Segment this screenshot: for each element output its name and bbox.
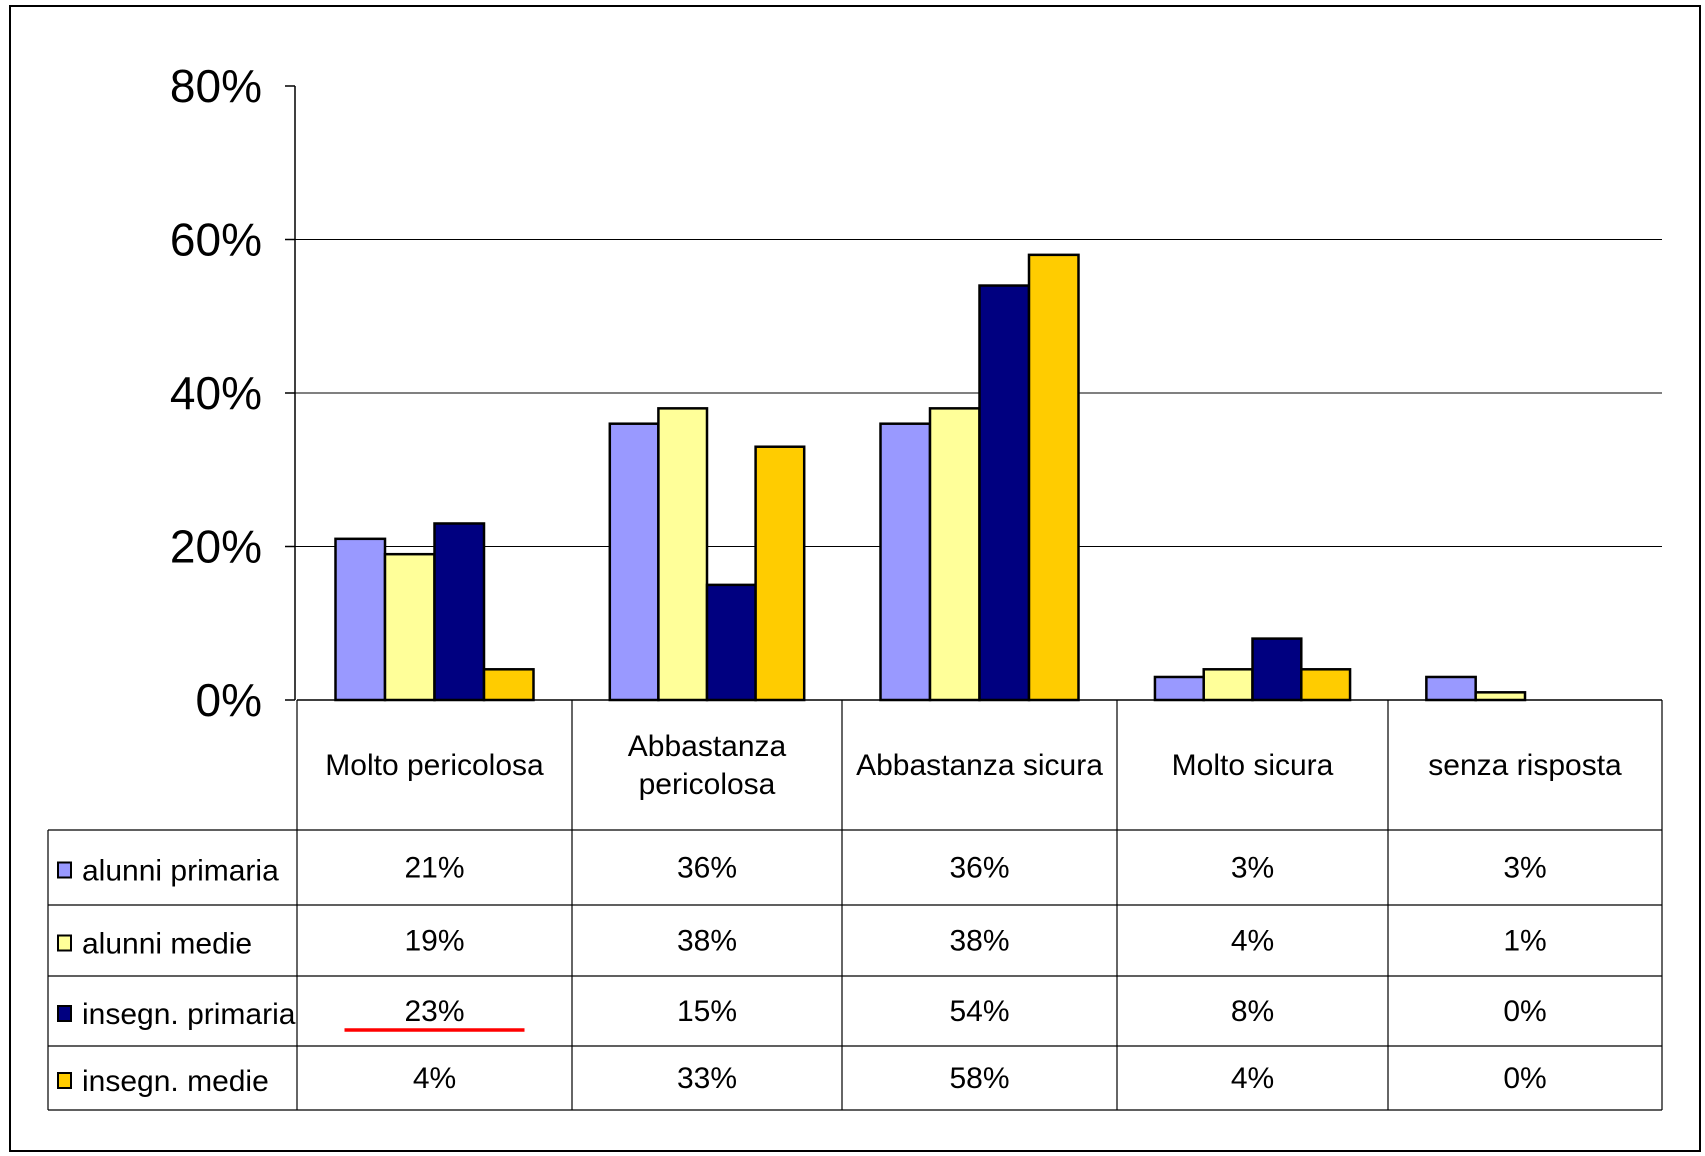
bar-alunni-primaria-abbastanza-sicura (879, 422, 932, 702)
y-axis: 0% 20% 40% 60% 80% (170, 60, 296, 726)
value-insegn-medie-2: 58% (949, 1062, 1009, 1095)
y-tick-label-20: 20% (170, 521, 262, 573)
category-label: Molto pericolosa (325, 749, 544, 782)
bar-alunni-medie-molto-sicura (1202, 668, 1254, 702)
bar-alunni-medie-senza-risposta (1474, 691, 1527, 702)
bar-insegn-medie-molto-sicura (1300, 668, 1352, 702)
value-alunni-primaria-2: 36% (949, 852, 1009, 885)
bar-insegn-primaria-molto-pericolosa (433, 522, 486, 702)
category-label: senza risposta (1428, 749, 1622, 782)
value-insegn-medie-1: 33% (677, 1062, 737, 1095)
bar-insegn-primaria-abbastanza-sicura (978, 284, 1031, 702)
category-label: pericolosa (639, 768, 776, 801)
bar-insegn-medie-molto-pericolosa (482, 668, 535, 702)
legend-key-insegn-medie (57, 1072, 72, 1089)
y-tick-label-80: 80% (170, 60, 262, 112)
category-label: Abbastanza (628, 730, 787, 763)
value-insegn-primaria-4: 0% (1503, 995, 1546, 1028)
value-insegn-medie-3: 4% (1231, 1062, 1274, 1095)
chart-border (9, 5, 1701, 1152)
category-label: Abbastanza sicura (856, 749, 1103, 782)
bar-alunni-medie-abbastanza-pericolosa (657, 407, 709, 702)
value-insegn-primaria-2: 54% (949, 995, 1009, 1028)
y-tick-label-0: 0% (196, 674, 262, 726)
bar-insegn-medie-abbastanza-pericolosa (754, 445, 806, 702)
value-insegn-medie-4: 0% (1503, 1062, 1546, 1095)
bar-alunni-primaria-senza-risposta (1425, 675, 1477, 702)
bar-insegn-medie-abbastanza-sicura (1027, 253, 1080, 702)
legend-key-alunni-medie (57, 934, 72, 952)
y-tick-label-60: 60% (170, 214, 262, 266)
bar-alunni-primaria-molto-sicura (1153, 675, 1205, 702)
value-alunni-medie-2: 38% (949, 925, 1009, 958)
value-alunni-primaria-4: 3% (1503, 852, 1546, 885)
legend-label-alunni-medie: alunni medie (82, 928, 252, 961)
value-alunni-medie-4: 1% (1503, 925, 1546, 958)
value-alunni-medie-3: 4% (1231, 925, 1274, 958)
bar-insegn-primaria-molto-sicura (1251, 637, 1303, 702)
value-insegn-medie-0: 4% (413, 1062, 456, 1095)
bar-alunni-primaria-molto-pericolosa (334, 537, 387, 702)
category-label: Molto sicura (1172, 749, 1334, 782)
value-alunni-primaria-1: 36% (677, 852, 737, 885)
legend-key-alunni-primaria (57, 861, 72, 879)
y-tick-label-40: 40% (170, 367, 262, 419)
value-insegn-primaria-0: 23% (404, 995, 464, 1028)
bar-insegn-primaria-abbastanza-pericolosa (705, 583, 757, 702)
value-insegn-primaria-1: 15% (677, 995, 737, 1028)
bar-alunni-medie-molto-pericolosa (383, 552, 436, 702)
bar-alunni-medie-abbastanza-sicura (928, 407, 981, 702)
value-alunni-primaria-3: 3% (1231, 852, 1274, 885)
legend-label-alunni-primaria: alunni primaria (82, 855, 279, 888)
legend-label-insegn-medie: insegn. medie (82, 1065, 269, 1098)
value-alunni-primaria-0: 21% (404, 852, 464, 885)
value-alunni-medie-0: 19% (404, 925, 464, 958)
legend-label-insegn-primaria: insegn. primaria (82, 998, 296, 1031)
value-insegn-primaria-3: 8% (1231, 995, 1274, 1028)
bars (334, 253, 1527, 702)
bar-alunni-primaria-abbastanza-pericolosa (608, 422, 660, 702)
legend-key-insegn-primaria (57, 1005, 72, 1022)
value-alunni-medie-1: 38% (677, 925, 737, 958)
data-table: Molto pericolosa Abbastanza pericolosa Abba… (47, 699, 1663, 1111)
